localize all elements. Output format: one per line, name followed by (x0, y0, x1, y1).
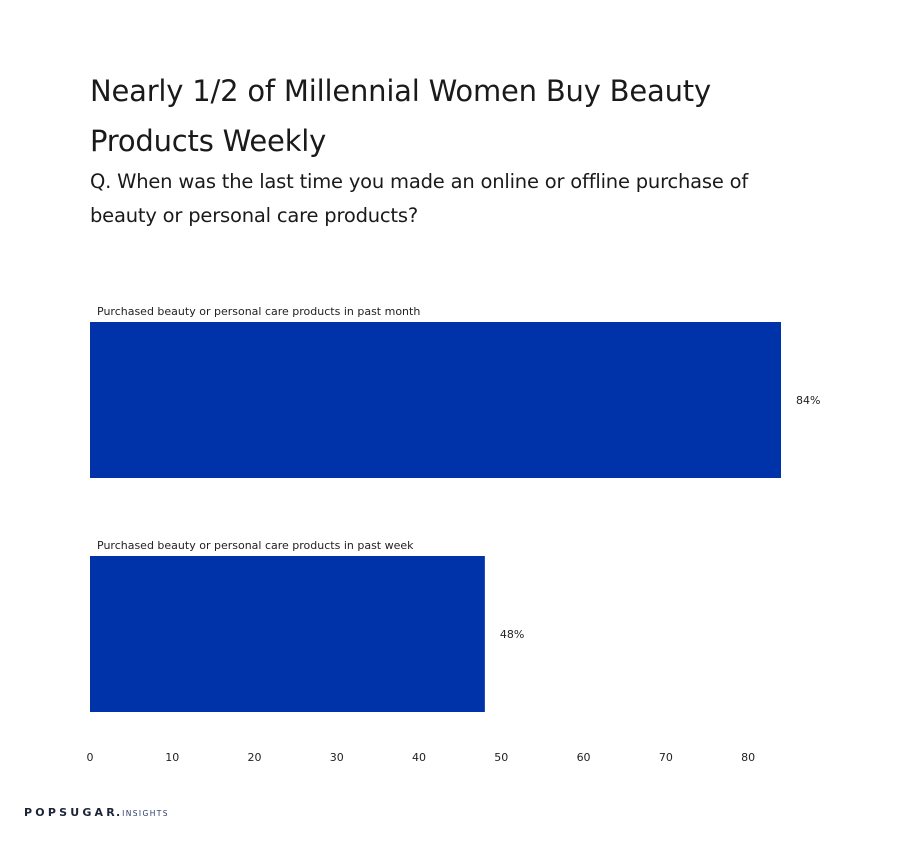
x-tick-label: 30 (330, 751, 344, 764)
bar (90, 556, 485, 712)
brand-dot: . (115, 806, 121, 819)
chart-subtitle: Q. When was the last time you made an on… (90, 170, 749, 227)
brand-logo: POPSUGAR . INSIGHTS (24, 806, 169, 819)
bar-category-label: Purchased beauty or personal care produc… (97, 539, 414, 552)
brand-name: POPSUGAR (24, 806, 118, 819)
x-tick-label: 10 (165, 751, 179, 764)
x-tick-label: 20 (248, 751, 262, 764)
x-tick-label: 0 (87, 751, 94, 764)
x-tick-label: 80 (741, 751, 755, 764)
x-tick-label: 70 (659, 751, 673, 764)
x-tick-label: 40 (412, 751, 426, 764)
chart-title: Nearly 1/2 of Millennial Women Buy Beaut… (90, 74, 711, 158)
bar (90, 322, 781, 478)
brand-suffix: INSIGHTS (122, 809, 169, 818)
bar-category-label: Purchased beauty or personal care produc… (97, 305, 420, 318)
bar-value-label: 48% (500, 628, 524, 641)
bar-value-label: 84% (796, 394, 820, 407)
x-tick-label: 60 (577, 751, 591, 764)
x-tick-label: 50 (494, 751, 508, 764)
